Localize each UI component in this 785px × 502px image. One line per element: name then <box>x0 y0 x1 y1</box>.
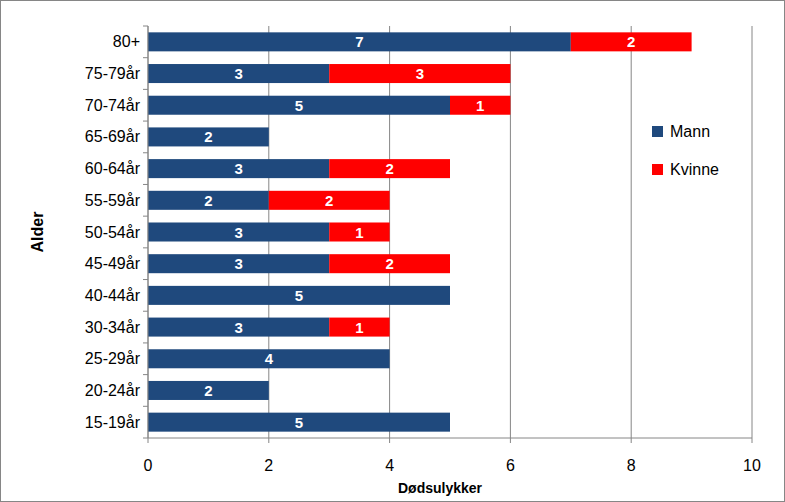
data-label: 2 <box>204 382 212 399</box>
tick-mark <box>631 438 632 443</box>
bar-segment <box>148 381 269 400</box>
bar-segment <box>571 32 692 51</box>
data-label: 2 <box>204 128 212 145</box>
tick-label: 10 <box>743 457 761 474</box>
bar-segment <box>329 318 389 337</box>
bar-segment <box>269 191 390 210</box>
data-label: 7 <box>355 33 363 50</box>
bar-segment <box>148 32 571 51</box>
category-label: 30-34år <box>85 319 141 336</box>
category-label: 25-29år <box>85 350 141 367</box>
bar-segment <box>329 222 389 241</box>
bars <box>148 32 692 431</box>
category-tick <box>143 26 148 27</box>
bar-segment <box>148 96 450 115</box>
data-label: 2 <box>385 255 393 272</box>
bar-segment <box>148 286 450 305</box>
category-tick <box>143 342 148 343</box>
y-axis-title: Alder <box>29 212 46 253</box>
category-tick <box>143 121 148 122</box>
category-tick <box>143 406 148 407</box>
category-tick <box>143 152 148 153</box>
data-label: 4 <box>265 350 274 367</box>
bar-segment <box>148 413 450 432</box>
tick-label: 0 <box>144 457 153 474</box>
data-label: 5 <box>295 97 303 114</box>
bar-segment <box>148 254 329 273</box>
bar-segment <box>148 191 269 210</box>
category-label: 80+ <box>113 33 140 50</box>
legend-label: Mann <box>670 123 710 140</box>
category-label: 40-44år <box>85 287 141 304</box>
bar-segment <box>450 96 510 115</box>
category-tick <box>143 438 148 439</box>
bar-segment <box>148 318 329 337</box>
category-label: 50-54år <box>85 224 141 241</box>
chart-svg: 0 2 4 6 8 10 5 2 4 3 5 3 3 2 3 2 5 3 7 1 2 1 2 2 1 3 2 15-19år 20-24… <box>0 0 785 502</box>
data-label: 3 <box>416 65 424 82</box>
bar-segment <box>329 64 510 83</box>
tick-mark <box>268 438 269 443</box>
data-label: 3 <box>234 224 242 241</box>
tick-label: 8 <box>627 457 636 474</box>
data-label: 3 <box>234 65 242 82</box>
category-label: 60-64år <box>85 160 141 177</box>
grid-line <box>148 26 149 438</box>
chart-border <box>1 1 785 502</box>
grid-line <box>510 26 511 438</box>
data-label: 2 <box>385 160 393 177</box>
bar-segment <box>148 159 329 178</box>
data-label: 3 <box>234 319 242 336</box>
chart-container: 0 2 4 6 8 10 5 2 4 3 5 3 3 2 3 2 5 3 7 1 2 1 2 2 1 3 2 15-19år 20-24… <box>0 0 785 502</box>
category-label: 75-79år <box>85 65 141 82</box>
tick-mark <box>148 438 149 443</box>
data-label: 2 <box>325 192 333 209</box>
category-tick <box>143 184 148 185</box>
data-label: 2 <box>627 33 635 50</box>
category-tick <box>143 89 148 90</box>
bar-segment <box>329 159 450 178</box>
data-label: 5 <box>295 287 303 304</box>
category-label: 20-24år <box>85 382 141 399</box>
x-axis-line <box>148 438 752 439</box>
bar-segment <box>148 222 329 241</box>
data-label: 2 <box>204 192 212 209</box>
category-tick <box>143 311 148 312</box>
category-label: 15-19år <box>85 414 141 431</box>
category-tick <box>143 57 148 58</box>
tick-mark <box>752 438 753 443</box>
tick-label: 6 <box>506 457 515 474</box>
bar-segment <box>148 349 390 368</box>
category-label: 65-69år <box>85 128 141 145</box>
data-label: 3 <box>234 160 242 177</box>
category-tick <box>143 247 148 248</box>
legend-label: Kvinne <box>670 161 719 178</box>
data-label: 3 <box>234 255 242 272</box>
tick-mark <box>510 438 511 443</box>
data-label: 1 <box>355 224 363 241</box>
grid-line <box>752 26 753 438</box>
category-tick <box>143 279 148 280</box>
bar-segment <box>148 127 269 146</box>
y-axis-line <box>148 26 149 438</box>
category-label: 45-49år <box>85 255 141 272</box>
bar-segment <box>148 64 329 83</box>
category-tick <box>143 216 148 217</box>
legend-swatch <box>652 126 663 137</box>
legend: Mann Kvinne <box>652 123 719 178</box>
legend-swatch <box>652 164 663 175</box>
data-label: 1 <box>355 319 363 336</box>
grid-line <box>631 26 632 438</box>
data-label: 5 <box>295 414 303 431</box>
tick-label: 4 <box>385 457 394 474</box>
category-tick <box>143 374 148 375</box>
data-labels: 5 2 4 3 5 3 3 2 3 2 5 3 7 1 2 1 2 2 1 3 2 <box>204 33 635 430</box>
bar-segment <box>329 254 450 273</box>
category-label: 55-59år <box>85 192 141 209</box>
category-label: 70-74år <box>85 97 141 114</box>
data-label: 1 <box>476 97 484 114</box>
tick-mark <box>389 438 390 443</box>
x-axis-title: Dødsulykker <box>398 480 483 496</box>
tick-label: 2 <box>264 457 273 474</box>
